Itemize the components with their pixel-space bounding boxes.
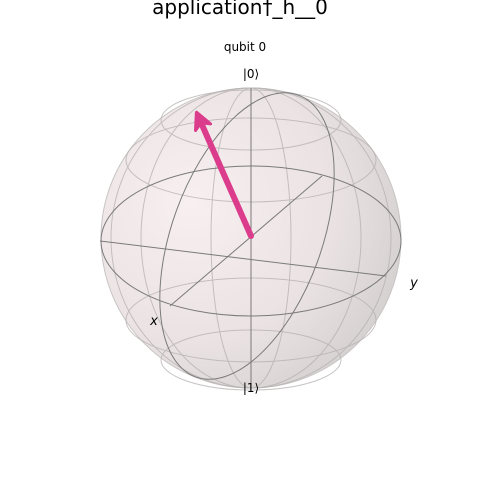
x-axis-line xyxy=(169,175,323,307)
bloch-sphere: |0⟩ |1⟩ x y xyxy=(99,67,418,395)
figure-subtitle: qubit 0 xyxy=(224,40,266,54)
x-axis-label: x xyxy=(149,314,158,329)
ket-zero-label: |0⟩ xyxy=(243,67,259,81)
state-vector-arrow xyxy=(199,118,254,239)
y-axis-line xyxy=(99,240,387,277)
figure-title: application†_h__0 xyxy=(152,0,328,19)
meridian-ring xyxy=(159,92,335,380)
ket-one-label: |1⟩ xyxy=(243,381,259,395)
y-axis-label: y xyxy=(409,276,418,291)
